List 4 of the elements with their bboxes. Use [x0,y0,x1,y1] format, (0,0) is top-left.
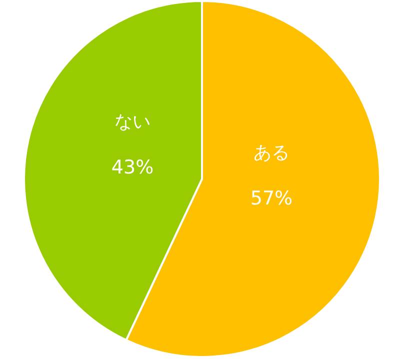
slice-label: ある [253,142,290,164]
data-label: 43% [111,156,154,178]
slice-label: ない [114,111,151,132]
data-label: 57% [250,188,293,210]
